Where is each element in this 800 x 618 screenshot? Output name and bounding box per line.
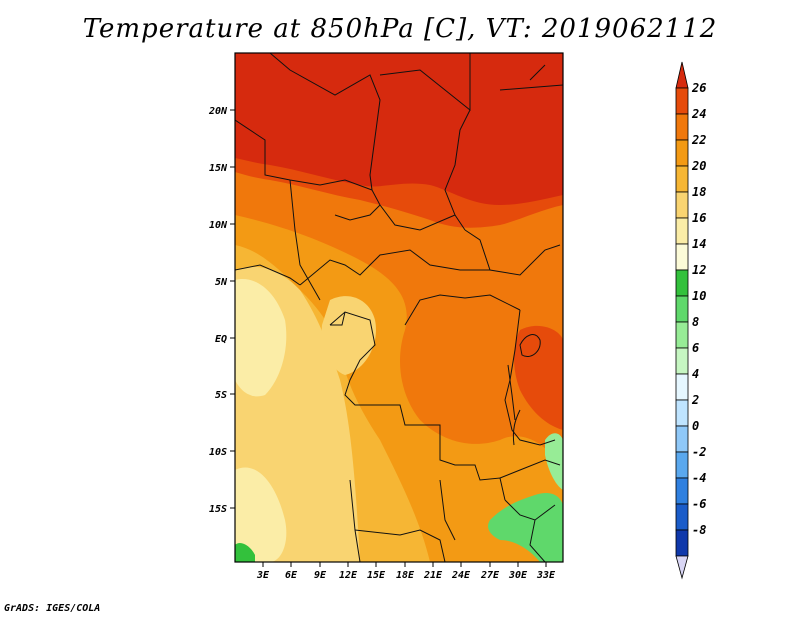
colorbar-segment <box>675 529 689 557</box>
colorbar-label: 14 <box>692 237 706 251</box>
colorbar-label: 10 <box>692 289 706 303</box>
colorbar-label: 6 <box>692 341 699 355</box>
lon-label: 30E <box>508 570 528 581</box>
colorbar-segment <box>675 503 689 531</box>
lon-label: 12E <box>339 570 358 581</box>
colorbar-label: -4 <box>692 471 706 485</box>
lon-label: 3E <box>256 570 270 581</box>
grads-credit: GrADS: IGES/COLA <box>4 603 101 614</box>
lat-label: 10N <box>209 220 228 231</box>
colorbar-label: 4 <box>692 367 699 381</box>
lat-label: 20N <box>208 106 228 117</box>
lat-label: 5N <box>215 277 228 288</box>
lat-label: 10S <box>209 447 227 458</box>
lon-label: 6E <box>285 570 298 581</box>
colorbar <box>675 61 689 580</box>
colorbar-segment <box>675 165 689 193</box>
latitude-axis <box>230 109 235 509</box>
colorbar-segment <box>675 139 689 167</box>
colorbar-label: 24 <box>691 107 706 121</box>
colorbar-segment <box>675 451 689 479</box>
colorbar-segment <box>675 399 689 427</box>
colorbar-segment <box>675 347 689 375</box>
colorbar-label: -6 <box>692 497 706 511</box>
country-borders <box>235 53 563 562</box>
colorbar-segment <box>675 113 689 141</box>
colorbar-segment <box>675 425 689 453</box>
colorbar-label: 2 <box>691 393 699 407</box>
colorbar-label: 16 <box>692 211 706 225</box>
colorbar-arrow-bottom <box>675 555 689 580</box>
map-frame <box>234 52 564 563</box>
temperature-field <box>235 53 563 562</box>
colorbar-label: 20 <box>691 159 706 173</box>
colorbar-segment <box>675 269 689 297</box>
colorbar-segment <box>675 321 689 349</box>
lat-label: 15S <box>209 504 227 515</box>
lat-label: 15N <box>209 163 228 174</box>
colorbar-label: -8 <box>692 523 706 537</box>
lat-label: 5S <box>215 390 227 401</box>
colorbar-segment <box>675 243 689 271</box>
colorbar-label: 0 <box>692 419 699 433</box>
lon-label: 24E <box>451 570 471 581</box>
colorbar-label: 26 <box>691 81 706 95</box>
colorbar-label: -2 <box>692 445 706 459</box>
lon-label: 9E <box>314 570 327 581</box>
colorbar-segment <box>675 373 689 401</box>
colorbar-segment <box>675 217 689 245</box>
colorbar-segment <box>675 477 689 505</box>
lon-label: 18E <box>396 570 415 581</box>
map-title: Temperature at 850hPa [C], VT: 201906211… <box>82 14 718 44</box>
lon-label: 15E <box>367 570 386 581</box>
colorbar-label: 12 <box>692 263 706 277</box>
lat-label: EQ <box>215 334 227 345</box>
colorbar-segment <box>675 87 689 115</box>
colorbar-segment <box>675 191 689 219</box>
longitude-axis <box>262 562 547 567</box>
lon-label: 27E <box>480 570 500 581</box>
colorbar-label: 18 <box>692 185 706 199</box>
colorbar-segment <box>675 295 689 323</box>
colorbar-arrow-top <box>675 61 689 89</box>
lon-label: 33E <box>536 570 556 581</box>
lon-label: 21E <box>423 570 443 581</box>
colorbar-label: 22 <box>691 133 706 147</box>
colorbar-label: 8 <box>692 315 699 329</box>
